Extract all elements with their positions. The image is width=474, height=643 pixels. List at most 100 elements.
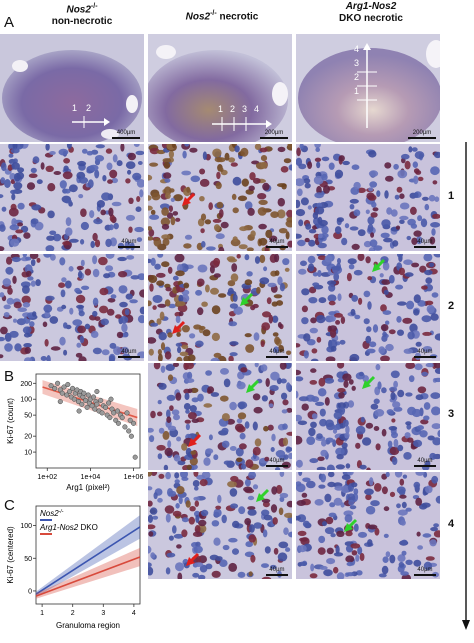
green-arrow [246,379,260,393]
micrograph-tile: 40µm [296,363,440,470]
panel-letter-c: C [4,497,15,514]
red-arrow [172,320,186,334]
scatter-point [70,385,76,391]
scale-bar-label: 40µm [417,349,433,355]
scatter-point [64,392,70,398]
column-header-2: Nos2-/- necrotic [152,8,292,23]
green-arrow [344,518,358,532]
scale-bar: 40µm [266,567,288,576]
red-arrow [188,433,202,447]
scale-bar: 40µm [414,567,436,576]
scatter-point [114,408,121,414]
y-tick-label: 100 [20,397,32,404]
column-header-state: necrotic [219,11,259,23]
y-tick-label: 200 [20,381,32,388]
micrograph-tile: 40µm [148,254,292,361]
series-line [35,526,141,595]
x-axis-label: Arg1 (pixel²) [66,483,110,492]
y-tick-label: 10 [24,450,32,457]
scale-bar-label: 40µm [269,567,285,573]
panel-letter-b: B [4,368,15,385]
scatter-point [98,397,104,403]
panel-letter-a: A [4,14,15,31]
green-arrow [362,375,376,389]
overview-image-necrotic: 1 2 3 4 200µm [148,34,292,142]
scatter-point [48,383,54,389]
scatter-point [122,424,128,430]
column-header-genotype: Nos2 [185,11,211,23]
overview-mark: 1 [218,104,224,114]
micrograph-tile: 40µm [148,363,292,470]
scatter-point [84,404,90,410]
scale-bar: 40µm [414,239,436,248]
scale-bar: 400µm [112,130,140,139]
scatter-point [94,401,100,407]
x-tick-label: 4 [132,610,136,617]
overview-image-dko: 4 3 2 1 200µm [296,34,440,142]
scale-bar-label: 400µm [116,130,136,136]
scale-bar: 40µm [118,239,140,248]
region-direction-arrow [462,142,470,630]
scatter-point [71,396,77,402]
green-arrow [256,488,270,502]
x-tick-label: 1e+02 [37,474,57,481]
scatter-point [132,454,138,460]
scatter-point [89,403,95,409]
scatter-point [79,401,85,407]
row-number-3: 3 [448,408,455,420]
micrograph-tile: 40µm [148,472,292,579]
x-tick-label: 2 [71,610,75,617]
chart-c-lines: Nos2-/- Arg1-Nos2 DKO 1 2 3 4 0 50 100 Granuloma … [6,505,141,630]
micrograph-tile: 40µm [296,472,440,579]
overview-mark: 2 [230,104,236,114]
column-header-genotype: Nos2 [66,4,91,16]
scatter-point [52,385,58,391]
overview-arrow [72,116,110,128]
x-tick-label: 1e+04 [81,474,101,481]
scatter-point [106,400,112,406]
x-tick-label: 1 [40,610,44,617]
scale-bar-label: 40µm [417,239,433,245]
scale-bar: 40µm [266,349,288,358]
scatter-point [90,394,97,400]
y-tick-label: 50 [24,556,32,563]
overview-mark: 4 [354,44,360,54]
scale-bar: 200µm [408,130,436,139]
column-header-state: non-necrotic [51,16,113,28]
overview-image-nonnecrotic: 1 2 400µm [0,34,144,142]
chart-b-scatter: 1e+02 1e+04 1e+06 10 20 50 100 200 Arg1 (pixel²)… [6,373,143,492]
y-tick-label: 20 [24,434,32,441]
scatter-point [124,410,130,416]
overview-mark: 2 [86,103,92,113]
overview-mark: 2 [354,72,360,82]
scatter-point [67,388,73,395]
series-confidence-band [36,515,140,597]
scale-bar: 200µm [260,130,288,139]
column-header-sup: -/- [90,3,98,10]
scale-bar-label: 200µm [264,130,284,136]
scale-bar: 40µm [414,458,436,467]
micrograph-tile: 40µm [0,254,144,361]
red-arrow [182,192,196,206]
scatter-point [65,381,71,388]
scale-bar-label: 40µm [269,349,285,355]
green-arrow [240,292,254,306]
overview-mark: 3 [242,104,248,114]
scatter-point [83,397,89,403]
scatter-point [130,420,137,426]
column-header-sup: -/- [210,10,217,17]
row-number-1: 1 [448,190,455,202]
y-axis-label: Ki-67 (centered) [6,526,15,584]
micrograph-tile: 40µm [148,144,292,251]
column-header-genotype: Arg1-Nos2 [345,1,397,12]
micrograph-tile: 40µm [296,254,440,361]
scatter-point [94,388,100,395]
x-tick-label: 3 [101,610,105,617]
scatter-point [127,417,133,423]
scatter-point [61,384,67,390]
overview-mark: 1 [354,86,360,96]
x-axis-label: Granuloma region [56,621,120,630]
scatter-point [92,406,98,412]
scale-bar: 40µm [266,458,288,467]
scale-bar-label: 40µm [417,458,433,464]
